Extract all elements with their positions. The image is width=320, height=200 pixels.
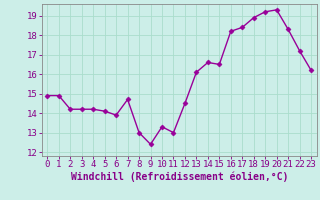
X-axis label: Windchill (Refroidissement éolien,°C): Windchill (Refroidissement éolien,°C) [70,172,288,182]
